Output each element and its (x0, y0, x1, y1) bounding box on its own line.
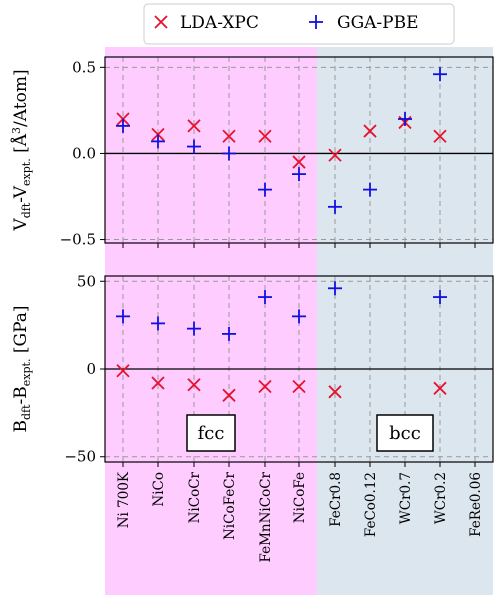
y-tick-label: 0 (86, 360, 96, 378)
gga-pbe-point (328, 281, 342, 296)
category-label: FeRe0.06 (468, 472, 484, 537)
gga-pbe-point (151, 134, 165, 149)
lda-xpc-point (328, 385, 342, 399)
gga-pbe-point (116, 118, 130, 133)
legend-marker (154, 15, 168, 29)
plot-frame (104, 56, 494, 244)
volume-difference-panel: 0.5 0.0 −0.5 (60, 56, 494, 249)
category-label: NiCoFeCr (222, 471, 238, 540)
gga-pbe-point (363, 182, 377, 197)
lda-xpc-point (258, 379, 272, 394)
gga-pbe-point (328, 199, 342, 214)
legend-box (143, 3, 455, 45)
legend-label: LDA-XPC (180, 13, 259, 33)
gga-pbe-point (222, 326, 236, 341)
category-label: NiCoFe (292, 472, 308, 523)
lda-xpc-point (433, 129, 447, 143)
category-labels: Ni 700K NiCo NiCoCr NiCoFeCr FeMnNiCoCr NiCoF… (116, 471, 484, 562)
category-label: Ni 700K (116, 471, 132, 528)
gga-pbe-point (258, 290, 272, 305)
category-label: WCr0.7 (398, 472, 414, 524)
y-tick-label: −0.5 (60, 231, 96, 249)
fcc-label: fcc (198, 423, 225, 444)
bcc-label: bcc (389, 423, 421, 444)
gga-pbe-point (292, 167, 306, 182)
gga-pbe-point (292, 309, 306, 324)
lda-xpc-point (292, 379, 306, 394)
lda-xpc-point (328, 148, 342, 162)
lda-xpc-point (187, 119, 201, 133)
legend-label: GGA-PBE (337, 13, 419, 33)
legend-marker (309, 15, 323, 29)
fcc-label-box: fcc (186, 414, 236, 452)
category-label: FeMnNiCoCr (258, 471, 274, 562)
lda-xpc-point (151, 376, 165, 390)
category-label: FeCo0.12 (363, 472, 379, 537)
lda-xpc-point (433, 381, 447, 395)
gga-pbe-point (187, 139, 201, 154)
gga-pbe-point (433, 290, 447, 305)
y-tick-label: 50 (77, 272, 96, 290)
lda-xpc-point (116, 364, 130, 378)
legend: LDA-XPC GGA-PBE (143, 3, 455, 45)
category-label: FeCr0.8 (328, 472, 344, 527)
lda-xpc-point (363, 124, 377, 138)
gga-pbe-point (258, 182, 272, 197)
category-label: NiCoCr (187, 471, 203, 523)
category-label: WCr0.2 (433, 472, 449, 524)
lda-xpc-point (292, 155, 306, 169)
y-tick-label: 0.5 (72, 58, 96, 76)
y-tick-label: −50 (64, 448, 96, 466)
lda-xpc-point (187, 378, 201, 392)
bulk-modulus-axis-label: Bdft-Bexpt. [GPa] (11, 305, 33, 432)
gga-pbe-point (151, 316, 165, 331)
lda-xpc-point (258, 129, 272, 143)
bcc-label-box: bcc (376, 414, 434, 452)
gga-pbe-point (433, 67, 447, 82)
gga-pbe-point (116, 309, 130, 324)
volume-axis-label: Vdft-Vexpt. [Å3/Atom] (10, 69, 33, 231)
gga-pbe-point (398, 112, 412, 126)
plot-frame (104, 275, 494, 463)
lda-xpc-point (222, 129, 236, 143)
y-tick-label: 0.0 (72, 144, 96, 162)
gga-pbe-point (222, 146, 236, 161)
lda-xpc-point (222, 388, 236, 402)
gga-pbe-point (187, 321, 201, 336)
category-label: NiCo (151, 472, 167, 507)
fcc-region-background (105, 47, 317, 595)
